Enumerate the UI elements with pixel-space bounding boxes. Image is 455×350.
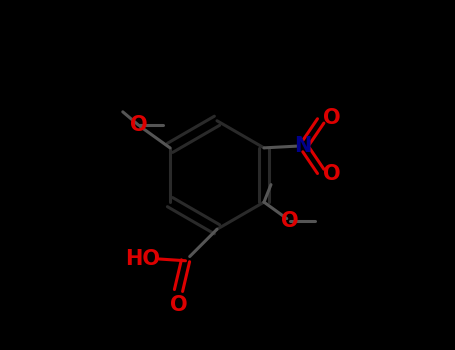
Text: O: O: [130, 115, 147, 135]
Text: O: O: [282, 211, 299, 231]
Text: HO: HO: [125, 249, 160, 269]
Text: O: O: [170, 295, 187, 315]
Text: N: N: [294, 136, 311, 156]
Text: O: O: [323, 164, 341, 184]
Text: O: O: [323, 108, 341, 128]
